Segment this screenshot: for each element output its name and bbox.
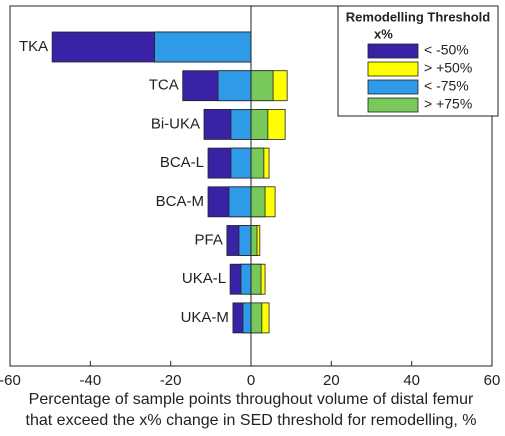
bar [154, 31, 252, 63]
bar [250, 302, 263, 334]
x-axis-label: Percentage of sample points throughout v… [29, 391, 474, 408]
legend-swatch [367, 61, 419, 77]
bar [250, 186, 266, 218]
x-tick-label: 60 [484, 372, 501, 389]
bar [240, 263, 252, 295]
x-tick-label: -40 [79, 372, 101, 389]
category-label: UKA-L [182, 270, 226, 287]
legend-swatch [367, 79, 419, 95]
bar [230, 109, 252, 140]
category-label: PFA [195, 231, 223, 248]
category-label: BCA-L [160, 154, 204, 171]
legend-label: > +50% [424, 60, 472, 76]
bar [250, 225, 258, 256]
bar [242, 302, 252, 334]
x-tick-label: -60 [0, 372, 21, 389]
legend-title: Remodelling Threshold [346, 9, 491, 24]
legend-label: > +75% [424, 96, 472, 112]
bar [217, 70, 252, 102]
bar [228, 186, 252, 218]
bar [238, 225, 252, 256]
bar [230, 147, 252, 179]
legend-title: x% [374, 26, 393, 41]
bar [250, 70, 274, 102]
legend-label: < -50% [424, 42, 469, 58]
bar [250, 263, 262, 295]
x-tick-label: 20 [323, 372, 340, 389]
x-tick-label: 0 [247, 372, 255, 389]
x-tick-label: -20 [160, 372, 182, 389]
category-label: Bi-UKA [151, 115, 200, 132]
category-label: BCA-M [156, 193, 204, 210]
bar [250, 109, 269, 140]
category-label: UKA-M [181, 309, 229, 326]
legend-label: < -75% [424, 78, 469, 94]
bar [250, 147, 265, 179]
category-label: TKA [19, 38, 48, 55]
legend-swatch [367, 97, 419, 113]
x-tick-label: 40 [403, 372, 420, 389]
category-label: TCA [149, 77, 179, 94]
legend-swatch [367, 43, 419, 59]
x-axis-label: that exceed the x% change in SED thresho… [26, 412, 477, 429]
